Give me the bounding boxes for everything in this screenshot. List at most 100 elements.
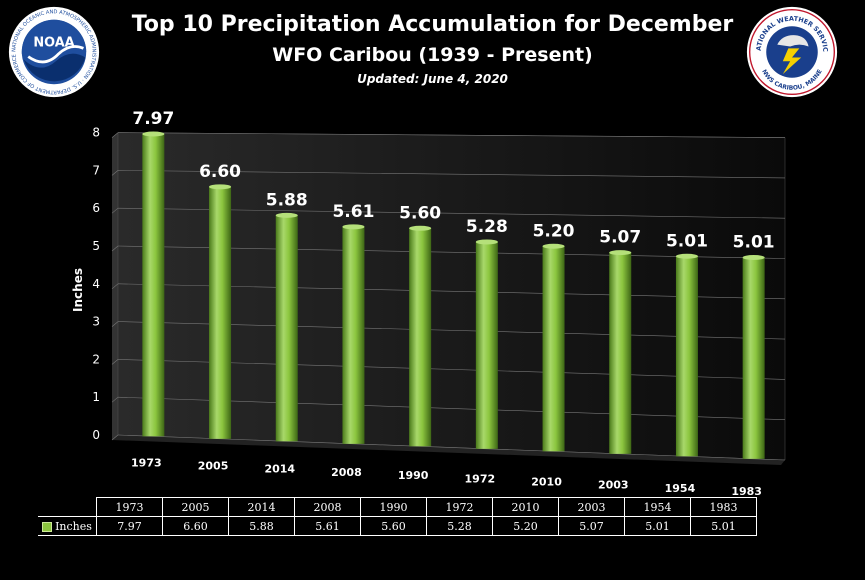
nws-logo: NATIONAL WEATHER SERVICE NWS CARIBOU, MA…	[746, 6, 838, 98]
data-table-corner	[38, 497, 97, 517]
data-table-year: 1973	[96, 497, 163, 517]
bar-chart: 0 1 2 3 4 5 6 7 8 7.97 6.60 5.88 5.61 5.60 5.28 5.20 5.…	[71, 109, 786, 495]
x-tick-label: 2003	[598, 479, 629, 492]
data-table-year: 2008	[294, 497, 361, 517]
x-tick-label: 2014	[264, 463, 295, 476]
data-table-value-row: Inches 7.97 6.60 5.88 5.61 5.60 5.28 5.20 5.07 5…	[38, 516, 757, 536]
data-table-year: 2005	[162, 497, 229, 517]
y-axis-label: Inches	[71, 268, 85, 312]
data-label: 5.61	[332, 202, 374, 222]
bar	[542, 246, 565, 452]
bar	[742, 257, 765, 459]
data-table-value: 5.20	[492, 516, 559, 536]
data-label: 5.28	[466, 217, 508, 237]
y-tick-label: 0	[92, 428, 100, 442]
data-label: 5.88	[266, 190, 308, 210]
data-table-value: 5.61	[294, 516, 361, 536]
bar-top	[209, 184, 232, 190]
y-tick-label: 7	[92, 163, 100, 177]
data-table-year: 1972	[426, 497, 493, 517]
chart-title: Top 10 Precipitation Accumulation for De…	[131, 12, 734, 37]
bar-top	[542, 243, 565, 249]
bar-top	[475, 239, 498, 245]
bar-top	[342, 224, 365, 230]
legend-key	[42, 521, 53, 532]
bar	[609, 252, 632, 454]
x-tick-label: 1972	[465, 472, 496, 485]
data-table-value: 5.28	[426, 516, 493, 536]
gridline	[111, 207, 119, 214]
data-table-value: 5.60	[360, 516, 427, 536]
bar-top	[142, 131, 165, 137]
gridlines	[111, 132, 786, 461]
bar	[409, 228, 432, 447]
data-table-value: 6.60	[162, 516, 229, 536]
bar	[209, 186, 232, 439]
svg-text:NOAA: NOAA	[33, 35, 74, 50]
bar	[142, 134, 165, 437]
x-axis: 1973 2005 2014 2008 1990 1972 2010 2003 1954 1983	[131, 456, 762, 495]
y-axis: 0 1 2 3 4 5 6 7 8	[92, 126, 100, 442]
data-label: 6.60	[199, 162, 241, 182]
data-table-value: 5.01	[624, 516, 691, 536]
data-table-header-row: 1973 2005 2014 2008 1990 1972 2010 2003 1954 1983	[38, 497, 757, 517]
gridline	[111, 434, 119, 441]
gridline	[111, 283, 119, 290]
y-tick-label: 8	[92, 126, 100, 140]
gridline	[111, 321, 119, 327]
x-tick-label: 2005	[198, 460, 229, 473]
x-tick-label: 1973	[131, 456, 162, 469]
y-tick-label: 6	[92, 201, 100, 215]
gridline	[111, 170, 119, 176]
bar	[275, 215, 298, 442]
data-table: 1973 2005 2014 2008 1990 1972 2010 2003 1954 1983…	[38, 497, 757, 536]
x-tick-label: 1990	[398, 469, 429, 482]
data-table-year: 1983	[690, 497, 757, 517]
y-tick-label: 1	[92, 390, 100, 404]
data-table-value: 5.07	[558, 516, 625, 536]
y-tick-label: 2	[92, 352, 100, 366]
data-table-year: 1990	[360, 497, 427, 517]
bar-top	[742, 255, 765, 261]
bar	[342, 226, 365, 444]
data-table-series-label: Inches	[38, 516, 97, 536]
bar	[675, 256, 698, 457]
data-table-value: 7.97	[96, 516, 163, 536]
bar-top	[409, 225, 432, 231]
data-label: 7.97	[132, 109, 174, 129]
gridline	[111, 359, 119, 365]
x-tick-label: 2008	[331, 466, 362, 479]
updated-date: Updated: June 4, 2020	[357, 72, 508, 86]
x-tick-label: 1983	[731, 485, 762, 495]
bar	[475, 241, 498, 449]
chart-subtitle: WFO Caribou (1939 - Present)	[272, 44, 593, 66]
data-table-year: 2010	[492, 497, 559, 517]
data-label: 5.60	[399, 203, 441, 223]
bars: 7.97 6.60 5.88 5.61 5.60 5.28 5.20 5.07 5.01 5.01	[132, 109, 775, 459]
data-label: 5.07	[599, 228, 641, 248]
bar-top	[275, 212, 298, 218]
gridline	[111, 132, 119, 138]
y-tick-label: 5	[92, 239, 100, 253]
bar-top	[675, 253, 698, 259]
gridline	[117, 434, 786, 461]
gridline	[117, 132, 786, 138]
data-table-year: 1954	[624, 497, 691, 517]
data-label: 5.20	[533, 221, 575, 241]
y-tick-label: 3	[92, 315, 100, 329]
data-table-year: 2014	[228, 497, 295, 517]
floor	[112, 435, 785, 465]
gridline	[117, 170, 786, 179]
x-tick-label: 1954	[665, 482, 696, 495]
bar-top	[609, 250, 632, 256]
gridline	[111, 396, 119, 403]
data-table-year: 2003	[558, 497, 625, 517]
noaa-logo: NOAA NATIONAL OCEANIC AND ATMOSPHERIC AD…	[8, 6, 100, 98]
data-table-value: 5.01	[690, 516, 757, 536]
x-tick-label: 2010	[531, 476, 562, 489]
gridline	[111, 245, 119, 252]
data-table-value: 5.88	[228, 516, 295, 536]
y-tick-label: 4	[92, 277, 100, 291]
data-label: 5.01	[666, 231, 708, 251]
data-label: 5.01	[733, 233, 775, 253]
